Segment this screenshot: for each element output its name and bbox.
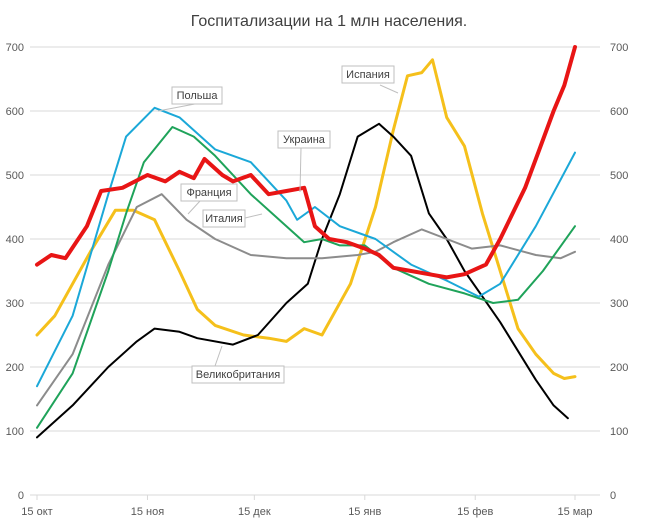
series-line-Польша bbox=[36, 106, 576, 388]
label-ukraine-text: Украина bbox=[283, 134, 326, 146]
series-line-Италия bbox=[36, 126, 576, 429]
label-italy: Италия bbox=[202, 209, 263, 228]
label-poland: Польша bbox=[157, 86, 223, 112]
series-line-Испания bbox=[35, 58, 577, 380]
label-poland-text: Польша bbox=[177, 90, 219, 102]
y-tick-label-right: 200 bbox=[610, 362, 628, 374]
series-lines bbox=[35, 45, 577, 439]
x-tick-label: 15 ноя bbox=[131, 506, 164, 518]
y-tick-label-left: 0 bbox=[18, 490, 24, 502]
label-spain: Испания bbox=[341, 65, 399, 94]
axis-ticks: 0 0 100 100 200 200 300 300 400 400 500 500 600 600 70… bbox=[6, 42, 629, 518]
y-tick-label-right: 600 bbox=[610, 106, 628, 118]
label-france: Франция bbox=[180, 183, 238, 215]
y-tick-label-right: 400 bbox=[610, 234, 628, 246]
y-tick-label-right: 300 bbox=[610, 298, 628, 310]
label-uk: Великобритания bbox=[191, 345, 285, 384]
y-tick-label-left: 700 bbox=[6, 42, 24, 54]
x-tick-label: 15 мар bbox=[557, 506, 592, 518]
chart-title: Госпитализации на 1 млн населения. bbox=[191, 13, 468, 30]
x-tick-label: 15 дек bbox=[238, 506, 271, 518]
y-tick-label-left: 100 bbox=[6, 426, 24, 438]
gridlines bbox=[30, 46, 600, 496]
y-tick-label-right: 0 bbox=[610, 490, 616, 502]
series-line-Украина bbox=[35, 45, 577, 280]
y-tick-label-left: 200 bbox=[6, 362, 24, 374]
label-france-text: Франция bbox=[186, 187, 231, 199]
y-tick-label-right: 500 bbox=[610, 170, 628, 182]
y-tick-label-left: 400 bbox=[6, 234, 24, 246]
x-tick-label: 15 янв bbox=[348, 506, 381, 518]
y-tick-label-right: 100 bbox=[610, 426, 628, 438]
y-tick-label-left: 300 bbox=[6, 298, 24, 310]
series-line-Франция bbox=[36, 193, 576, 407]
y-tick-label-right: 700 bbox=[610, 42, 628, 54]
series-line-Великобритания bbox=[36, 122, 569, 439]
label-italy-text: Италия bbox=[205, 213, 243, 225]
label-uk-text: Великобритания bbox=[196, 369, 281, 381]
y-tick-label-left: 600 bbox=[6, 106, 24, 118]
x-tick-label: 15 окт bbox=[21, 506, 52, 518]
label-ukraine: Украина bbox=[277, 130, 331, 193]
x-tick-label: 15 фев bbox=[457, 506, 493, 518]
y-tick-label-left: 500 bbox=[6, 170, 24, 182]
label-spain-text: Испания bbox=[346, 69, 390, 81]
